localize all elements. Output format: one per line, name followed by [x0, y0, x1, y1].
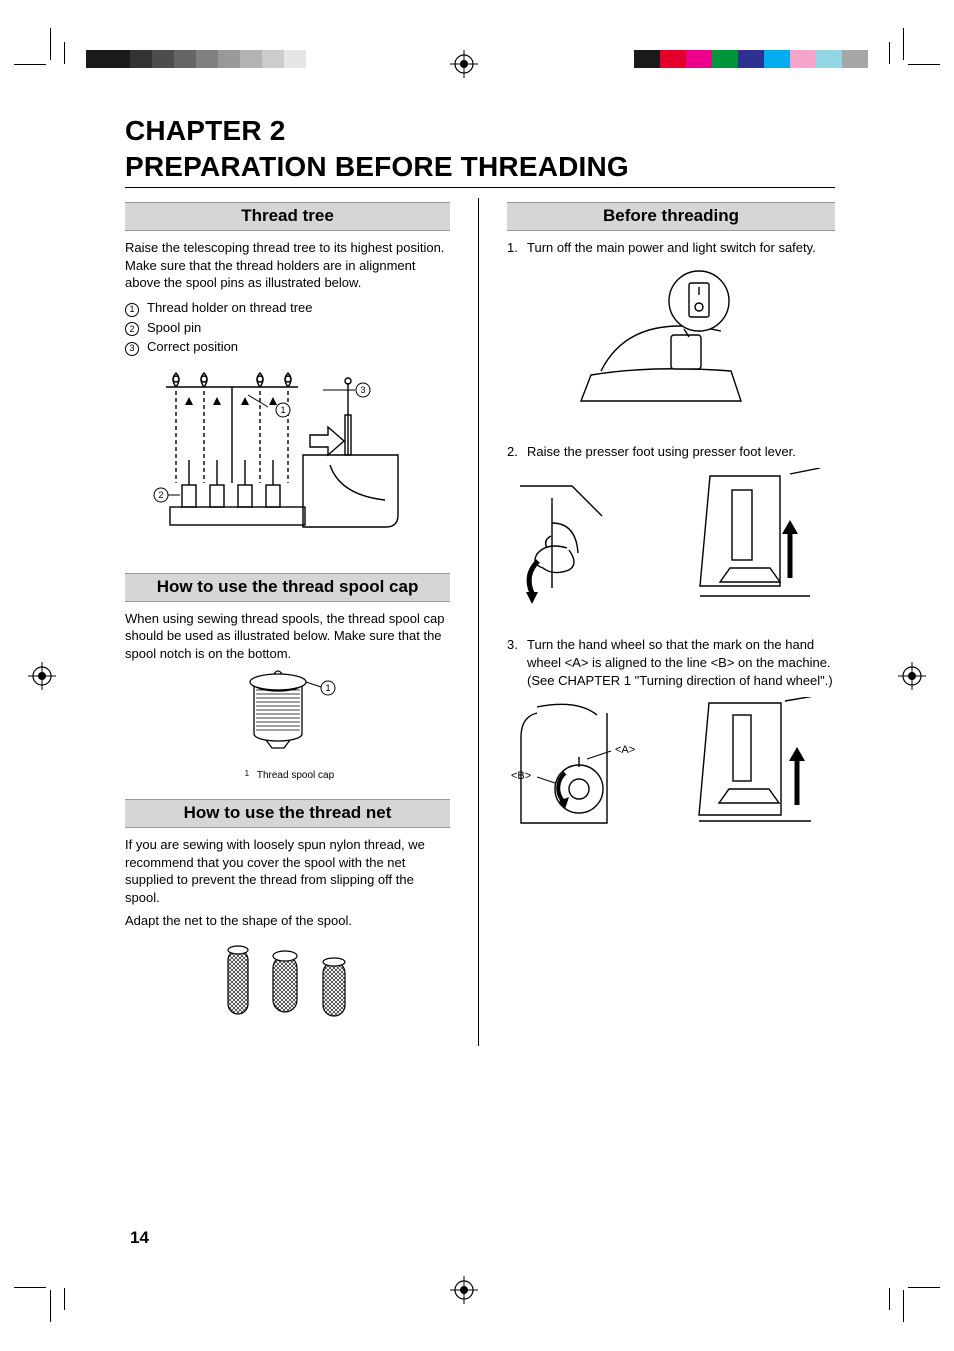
page-content: CHAPTER 2 PREPARATION BEFORE THREADING T…: [125, 115, 835, 1046]
step-1: 1.Turn off the main power and light swit…: [507, 239, 835, 257]
grayscale-color-bar: [86, 50, 306, 68]
figure-thread-net: [125, 938, 450, 1028]
svg-text:1: 1: [280, 405, 285, 415]
thread-net-body2: Adapt the net to the shape of the spool.: [125, 912, 450, 930]
figure-spool-cap: 1 1Thread spool cap: [125, 670, 450, 781]
figure-presser-foot: [507, 468, 835, 618]
thread-tree-legend: 1Thread holder on thread tree 2Spool pin…: [125, 298, 450, 357]
thread-net-body1: If you are sewing with loosely spun nylo…: [125, 836, 450, 906]
thread-tree-body: Raise the telescoping thread tree to its…: [125, 239, 450, 292]
section-heading-thread-tree: Thread tree: [125, 202, 450, 231]
section-heading-spool-cap: How to use the thread spool cap: [125, 573, 450, 602]
registration-mark-icon: [450, 1276, 478, 1304]
svg-text:2: 2: [158, 490, 163, 500]
figure-power-switch: [507, 265, 835, 425]
svg-text:1: 1: [325, 683, 330, 693]
spool-cap-caption: 1Thread spool cap: [125, 769, 450, 781]
step-3: 3.Turn the hand wheel so that the mark o…: [507, 636, 835, 689]
right-column: Before threading 1.Turn off the main pow…: [507, 198, 835, 1046]
figure-hand-wheel: <A> <B>: [507, 697, 835, 847]
svg-text:<B>: <B>: [511, 770, 531, 782]
registration-mark-icon: [898, 662, 926, 690]
spool-cap-body: When using sewing thread spools, the thr…: [125, 610, 450, 663]
svg-text:3: 3: [360, 385, 365, 395]
left-column: Thread tree Raise the telescoping thread…: [125, 198, 450, 1046]
cmyk-color-bar: [634, 50, 868, 68]
chapter-title-line2: PREPARATION BEFORE THREADING: [125, 151, 835, 183]
svg-text:<A>: <A>: [615, 744, 635, 756]
registration-mark-icon: [28, 662, 56, 690]
registration-mark-icon: [450, 50, 478, 78]
page-number: 14: [130, 1228, 149, 1248]
step-2: 2.Raise the presser foot using presser f…: [507, 443, 835, 461]
chapter-title-line1: CHAPTER 2: [125, 115, 835, 147]
section-heading-before-threading: Before threading: [507, 202, 835, 231]
figure-thread-tree: 1 2 3: [125, 365, 450, 555]
section-heading-thread-net: How to use the thread net: [125, 799, 450, 828]
